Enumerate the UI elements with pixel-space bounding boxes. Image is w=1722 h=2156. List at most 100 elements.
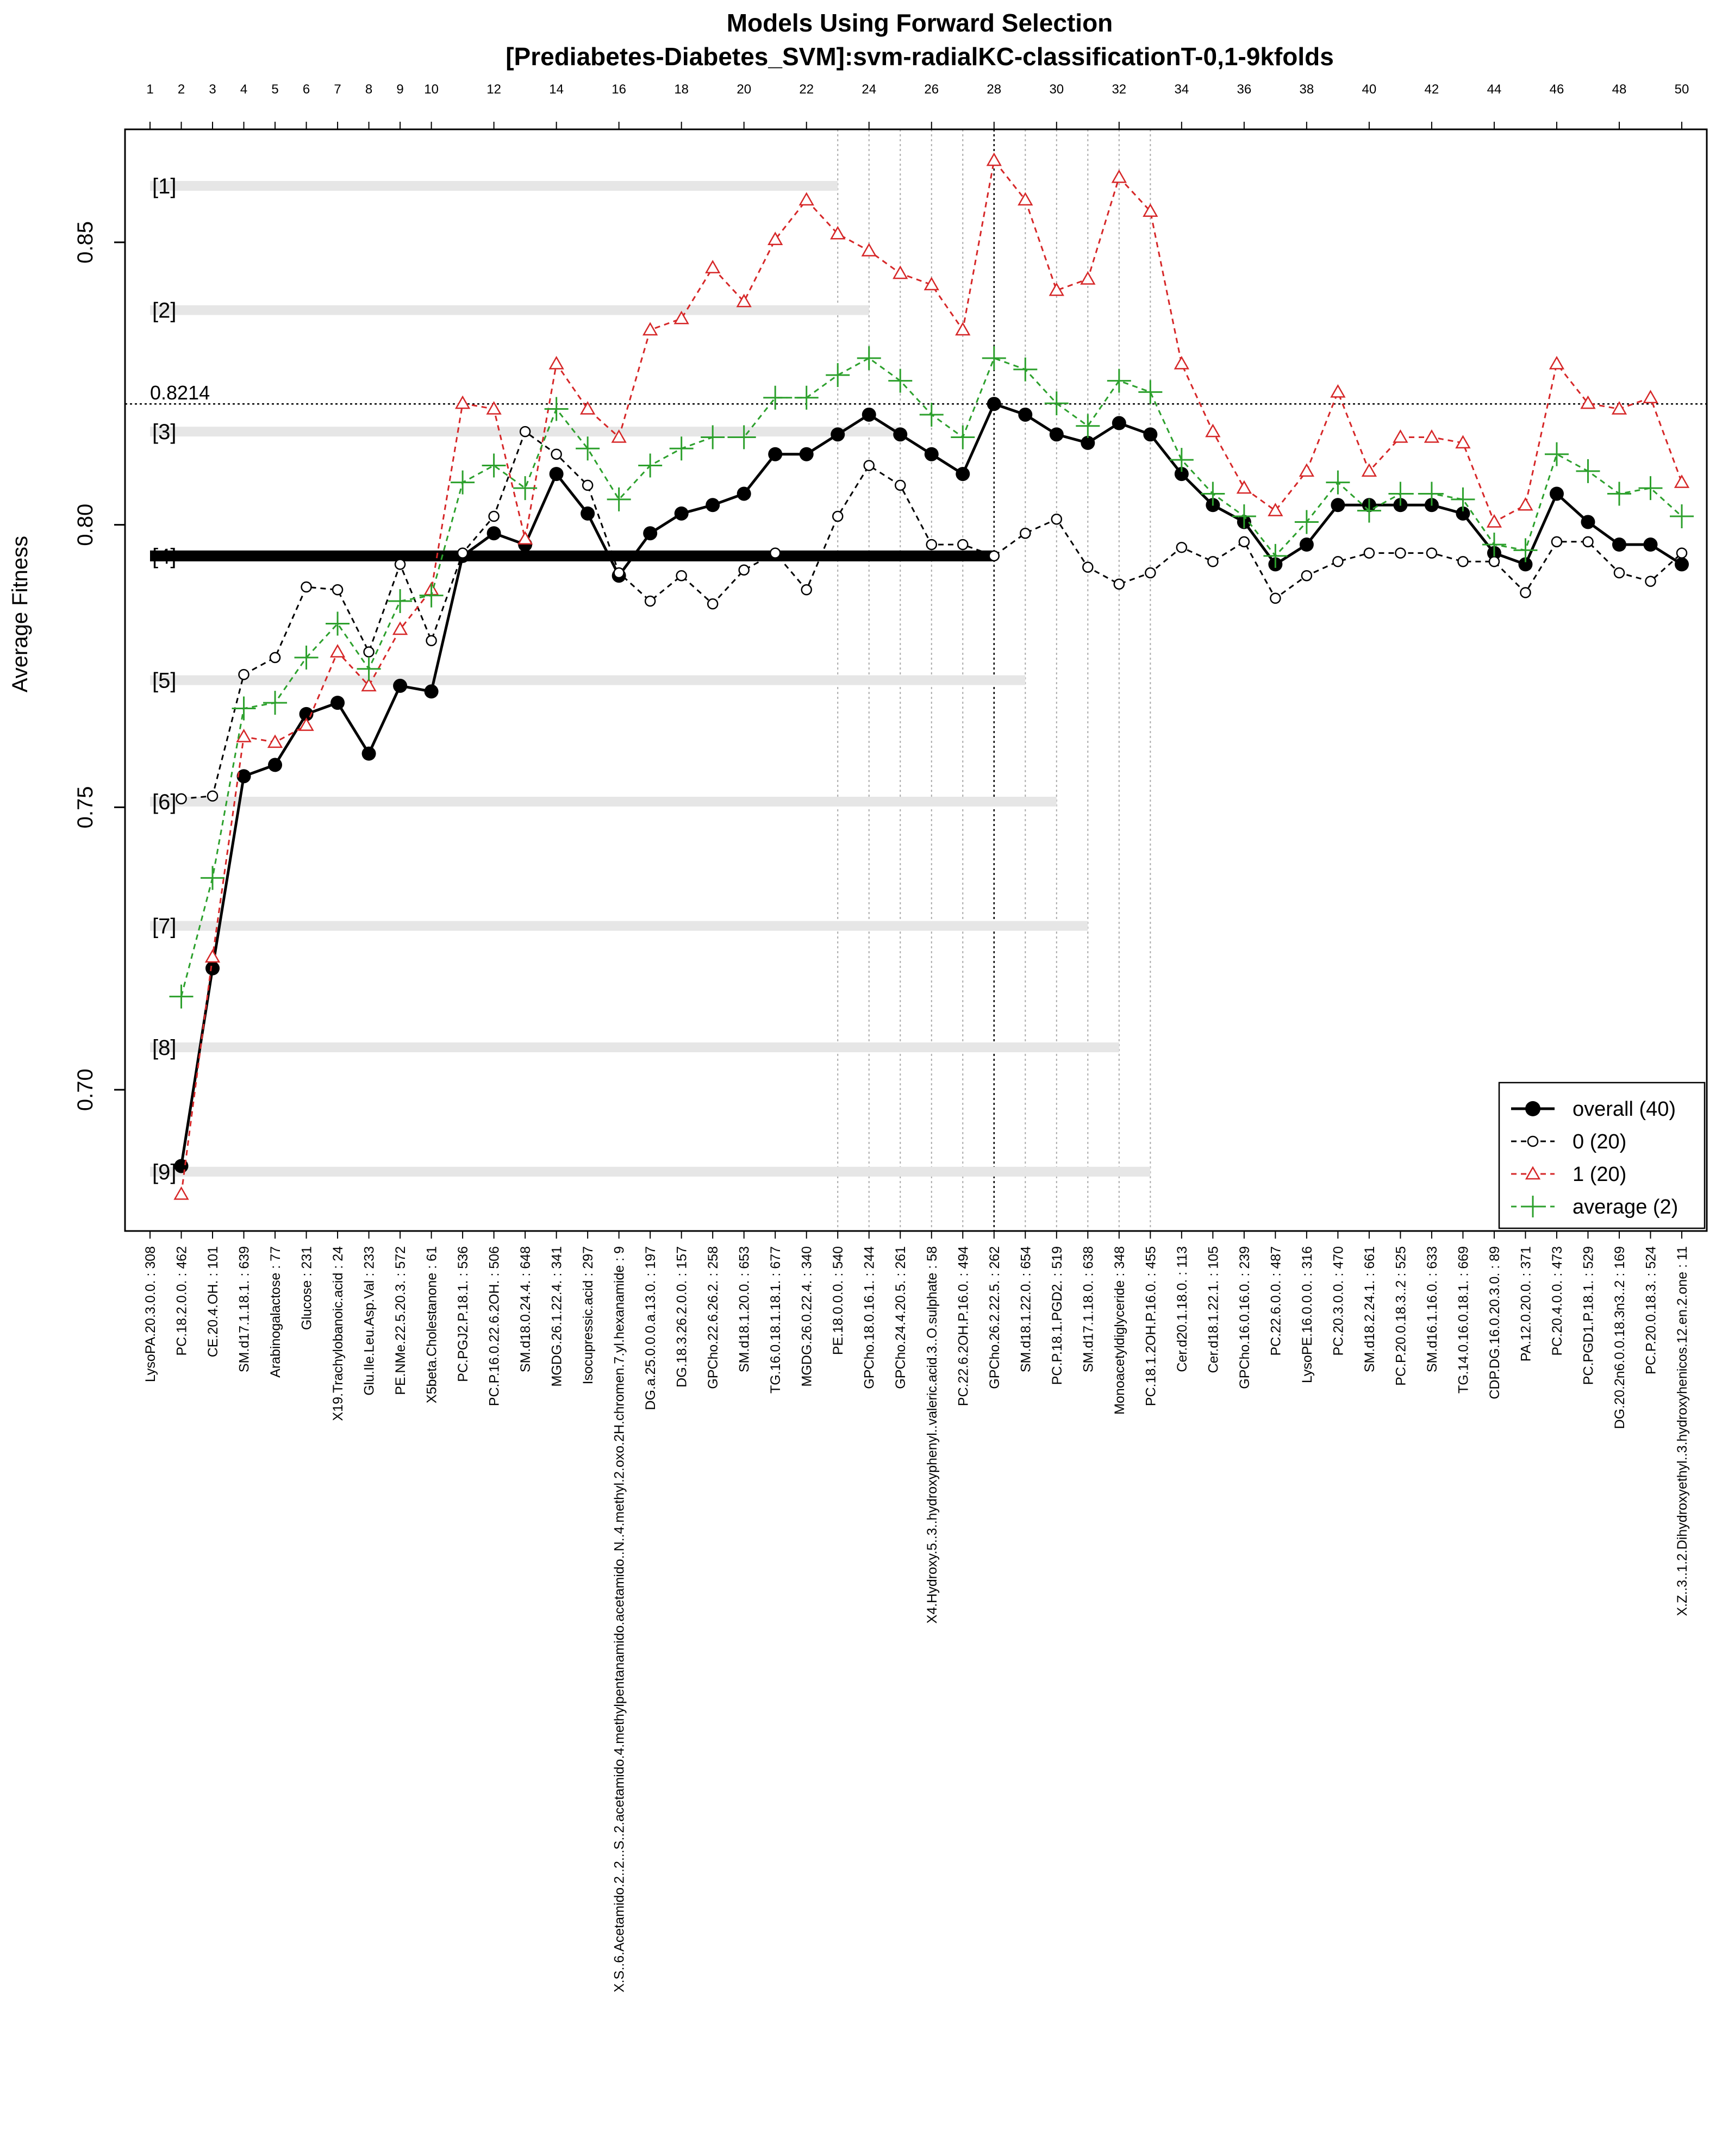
point-average	[1013, 357, 1038, 382]
point-0	[1207, 555, 1219, 567]
point-overall	[361, 746, 376, 761]
point-0	[1238, 536, 1250, 548]
chart-subtitle: [Prediabetes-Diabetes_SVM]:svm-radialKC-…	[506, 42, 1334, 71]
point-1	[1174, 355, 1189, 370]
point-1	[736, 293, 752, 308]
point-0	[457, 547, 469, 559]
point-average	[388, 589, 413, 613]
point-overall	[1674, 557, 1689, 572]
feature-label: PC.20.4.0.0. : 473	[1550, 1246, 1565, 1356]
legend-marker-average	[1522, 1196, 1544, 1217]
feature-label: PC.P.20.0.18.3. : 524	[1643, 1246, 1658, 1374]
top-tick-label: 14	[549, 82, 564, 97]
point-average	[1482, 533, 1506, 557]
point-0	[926, 539, 938, 551]
top-tick-label: 36	[1237, 82, 1252, 97]
point-1	[1330, 384, 1346, 398]
point-0	[894, 479, 906, 491]
point-overall	[862, 407, 876, 422]
legend-label-average: average (2)	[1573, 1196, 1678, 1218]
point-average	[1294, 510, 1319, 534]
point-0	[238, 668, 249, 680]
feature-label: Glucose : 231	[300, 1246, 315, 1330]
point-average	[951, 425, 975, 449]
feature-label: PC.P.16.0.22.6.2OH. : 506	[487, 1246, 502, 1406]
point-0	[1676, 547, 1688, 559]
point-1	[298, 717, 314, 731]
feature-label: X4.Hydroxy.5..3..hydroxyphenyl..valeric.…	[925, 1246, 940, 1623]
feature-label: X19.Trachylobanoic.acid : 24	[330, 1246, 346, 1421]
point-1	[1486, 514, 1502, 528]
point-overall	[330, 696, 345, 710]
fold-label: [8]	[152, 1036, 176, 1060]
point-0	[1145, 567, 1156, 579]
top-tick-label: 48	[1612, 82, 1627, 97]
fold-label: [7]	[152, 915, 176, 939]
point-1	[705, 260, 721, 273]
legend-label-1: 1 (20)	[1573, 1163, 1626, 1186]
point-average	[826, 363, 850, 388]
point-average	[544, 397, 569, 421]
feature-label: PE.NMe.22.5.20.3. : 572	[393, 1246, 408, 1395]
feature-label: SM.d18.1.22.0. : 654	[1018, 1246, 1033, 1372]
feature-label: SM.d18.2.24.1. : 661	[1362, 1246, 1377, 1372]
feature-label: X.Z..3..1.2.Dihydroxyethyl..3.hydroxyhen…	[1675, 1246, 1690, 1616]
feature-label: Isocupressic.acid : 297	[581, 1246, 596, 1384]
point-overall	[424, 684, 439, 699]
top-tick-label: 2	[178, 82, 185, 97]
top-tick-label: 10	[424, 82, 439, 97]
point-average	[201, 866, 225, 890]
top-tick-label: 22	[799, 82, 814, 97]
feature-label: LysoPA.20.3.0.0. : 308	[143, 1246, 158, 1382]
point-overall	[1456, 506, 1470, 521]
point-1	[830, 226, 846, 240]
top-tick-label: 24	[862, 82, 876, 97]
point-average	[1138, 380, 1163, 404]
point-1	[1018, 192, 1033, 206]
point-1	[1518, 497, 1533, 511]
point-1	[548, 355, 564, 370]
point-overall	[205, 961, 220, 976]
feature-label: X.S..6.Acetamido.2..2...S..2.acetamido.4…	[612, 1246, 627, 1992]
feature-label: PC.18.1.2OH.P.16.0. : 455	[1143, 1246, 1158, 1406]
point-0	[301, 581, 312, 593]
point-overall	[674, 506, 689, 521]
point-overall	[987, 397, 1001, 411]
feature-label: PC.P.20.0.18.3..2 : 525	[1393, 1246, 1408, 1386]
point-1	[986, 152, 1002, 166]
point-average	[1232, 504, 1256, 529]
point-average	[919, 402, 944, 427]
fold-label: [2]	[152, 299, 176, 323]
point-overall	[236, 769, 251, 784]
top-tick-label: 8	[365, 82, 372, 97]
point-0	[1363, 547, 1375, 559]
point-overall	[549, 467, 564, 482]
feature-label: PC.PGD1.P.18.1. : 529	[1581, 1246, 1596, 1385]
top-tick-label: 28	[987, 82, 1001, 97]
point-overall	[1174, 467, 1189, 482]
point-overall	[1018, 407, 1033, 422]
point-1	[1111, 169, 1127, 183]
legend-marker-overall	[1525, 1101, 1540, 1116]
point-0	[1582, 536, 1594, 548]
point-0	[1176, 541, 1188, 553]
feature-label: SM.d18.0.24.4. : 648	[518, 1246, 533, 1372]
feature-label: TG.14.0.16.0.18.1. : 669	[1456, 1246, 1471, 1393]
point-1	[392, 621, 408, 635]
point-average	[326, 611, 350, 636]
point-average	[1107, 368, 1131, 393]
point-average	[1576, 459, 1600, 483]
top-tick-label: 50	[1675, 82, 1689, 97]
feature-label: SM.d17.1.18.1. : 639	[237, 1246, 252, 1372]
point-0	[738, 564, 750, 576]
point-overall	[893, 427, 908, 442]
point-0	[269, 652, 281, 664]
fold-label: [4]	[152, 545, 176, 568]
feature-label: GPCho.16.0.16.0. : 239	[1237, 1246, 1252, 1389]
point-0	[801, 584, 812, 596]
point-average	[451, 470, 475, 495]
point-average	[701, 425, 725, 449]
point-average	[1388, 482, 1413, 506]
point-overall	[799, 447, 814, 461]
point-1	[924, 277, 939, 291]
